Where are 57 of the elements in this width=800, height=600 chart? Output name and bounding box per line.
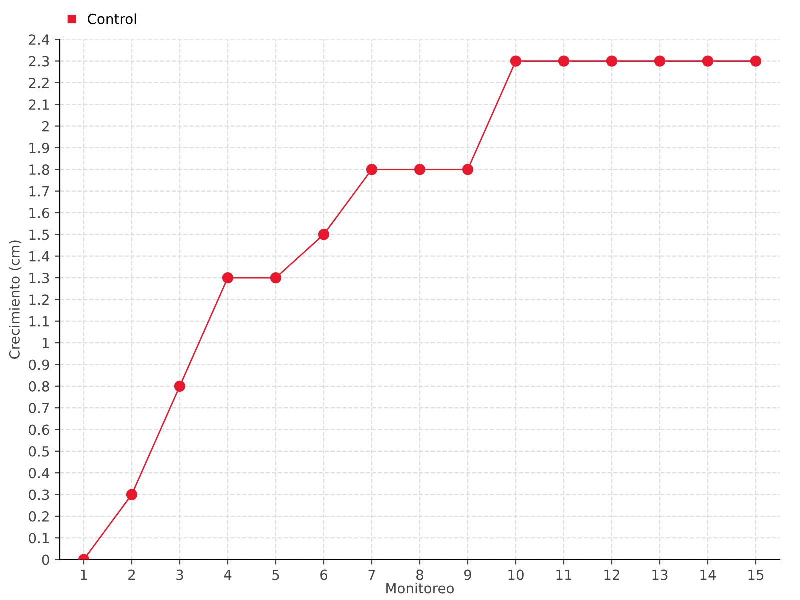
point [318, 229, 330, 240]
x-tick-label: 5 [272, 570, 280, 580]
point [414, 164, 426, 176]
y-tick-label: 0.2 [29, 511, 49, 522]
y-tick-label: 0.3 [29, 490, 50, 500]
y-tick-label: 1.9 [30, 142, 50, 154]
y-tick-label: 0.8 [29, 381, 50, 392]
y-tick-label: 1.3 [30, 272, 50, 284]
y-tick-label: 0.9 [29, 360, 50, 370]
x-tick-label: 3 [176, 570, 184, 580]
point [366, 164, 378, 176]
y-tick-label: 0.7 [29, 403, 50, 414]
x-tick-label: 9 [464, 570, 472, 580]
y-tick-label: 0.5 [29, 446, 50, 457]
y-tick-label: 2.4 [29, 34, 50, 45]
y-tick-label: 2 [42, 121, 49, 132]
x-tick-label: 1 [81, 570, 88, 580]
point [222, 272, 234, 284]
x-tick-label: 11 [556, 570, 572, 580]
point [126, 489, 138, 500]
x-tick-label: 12 [604, 570, 620, 580]
point [750, 56, 762, 67]
y-tick-label: 0.6 [29, 424, 50, 436]
x-tick-label: 13 [652, 570, 668, 580]
point [270, 272, 282, 284]
x-tick-label: 14 [700, 570, 716, 580]
y-tick-label: 2.1 [29, 100, 49, 110]
y-tick-label: 1.7 [30, 186, 50, 197]
point [510, 56, 522, 67]
x-tick-label: 8 [416, 570, 424, 580]
y-axis-title: Crecimiento (cm) [9, 240, 22, 360]
y-tick-label: 1 [42, 338, 49, 348]
x-tick-label: 4 [224, 570, 232, 580]
x-tick-label: 6 [320, 570, 328, 580]
legend-label: Control [88, 14, 136, 24]
x-axis-title: Monitoreo [386, 582, 454, 594]
point [558, 56, 570, 67]
y-tick-label: 1.6 [30, 208, 50, 218]
x-tick-label: 10 [508, 570, 524, 580]
point [174, 380, 186, 392]
y-tick-label: 0.1 [29, 533, 49, 544]
point [702, 56, 714, 67]
y-tick-label: 0.4 [29, 468, 50, 479]
y-tick-label: 2.3 [29, 56, 50, 67]
point [462, 164, 474, 176]
x-tick-label: 15 [748, 570, 764, 580]
y-tick-label: 1.5 [30, 230, 50, 240]
x-tick-label: 7 [368, 570, 376, 580]
y-tick-label: 2.2 [29, 78, 49, 88]
y-tick-label: 0 [42, 554, 50, 566]
point [606, 56, 618, 67]
y-tick-label: 1.2 [30, 294, 49, 305]
x-tick-label: 2 [128, 570, 136, 580]
y-tick-label: 1.1 [30, 316, 49, 327]
y-tick-label: 1.8 [30, 164, 50, 176]
y-tick-label: 1.4 [30, 252, 50, 262]
point [654, 56, 666, 67]
